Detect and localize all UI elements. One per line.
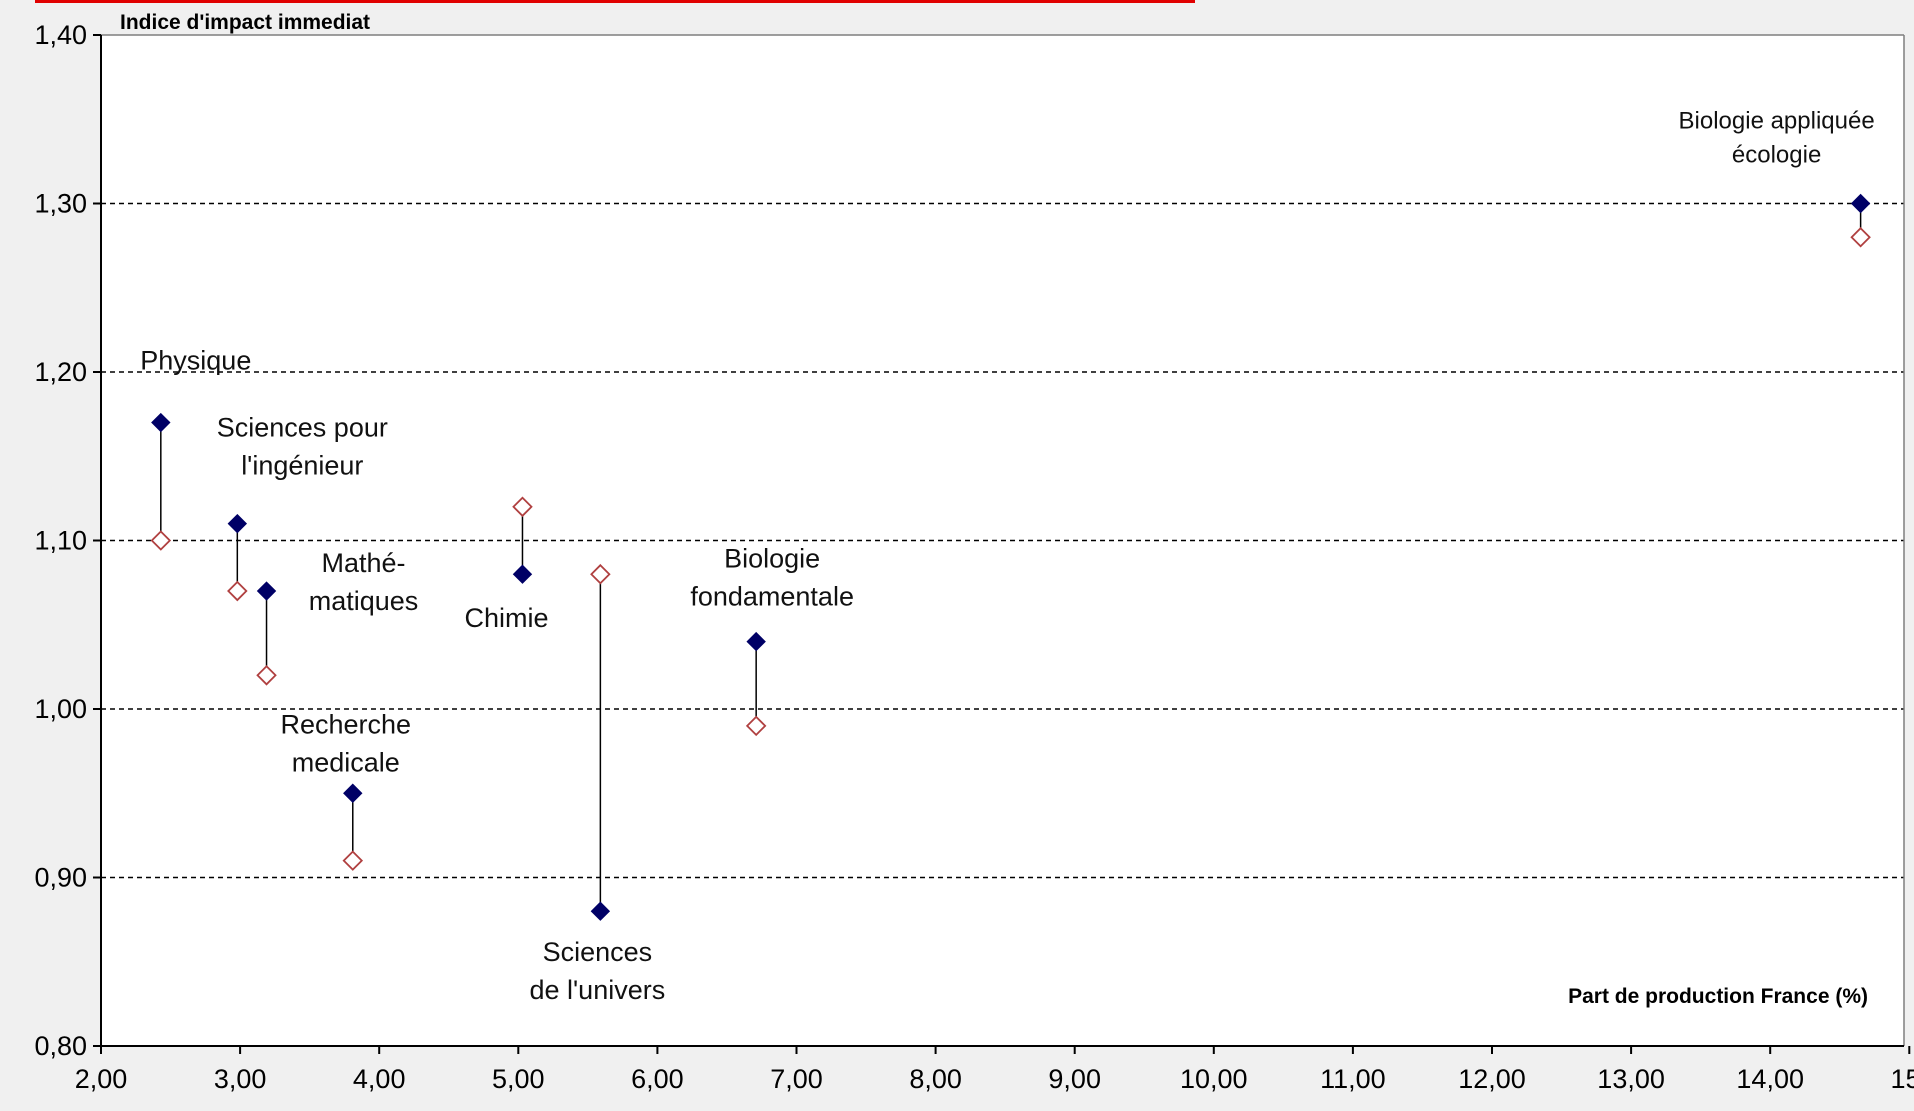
grid-layer	[101, 34, 1905, 1046]
x-tick-label: 10,00	[1180, 1064, 1248, 1094]
x-tick-label: 7,00	[770, 1064, 823, 1094]
hollow-diamond-marker	[590, 563, 611, 585]
filled-diamond-marker	[343, 783, 363, 803]
filled-diamond-marker	[512, 564, 533, 584]
category-label: matiques	[309, 586, 419, 616]
category-label: Recherche	[280, 709, 411, 739]
x-tick-label: 5,00	[492, 1064, 545, 1094]
accent-bar	[35, 0, 1195, 3]
hollow-diamond-marker	[342, 850, 364, 871]
category-label: l'ingénieur	[241, 451, 363, 481]
y-tick-label: 1,30	[34, 189, 87, 219]
filled-diamond-marker	[227, 513, 248, 534]
x-tick-label: 15,	[1891, 1064, 1914, 1094]
x-tick-label: 9,00	[1048, 1064, 1101, 1094]
x-tick-label: 14,00	[1736, 1064, 1804, 1094]
filled-diamond-marker	[1850, 193, 1871, 214]
category-label: Mathé-	[322, 548, 406, 578]
y-tick-label: 1,00	[34, 694, 87, 724]
hollow-diamond-marker	[256, 665, 277, 686]
y-tick-label: 1,10	[34, 526, 87, 556]
x-tick-label: 6,00	[631, 1064, 684, 1094]
category-label: Sciences pour	[217, 413, 388, 443]
filled-diamond-marker	[151, 412, 171, 433]
y-tick-label: 0,80	[34, 1031, 87, 1061]
y-tick-label: 1,40	[34, 20, 87, 50]
x-axis-title: Part de production France (%)	[1568, 985, 1868, 1008]
category-label: Sciences	[543, 937, 653, 967]
category-label: Biologie appliquée	[1679, 108, 1875, 135]
y-tick-label: 1,20	[34, 357, 87, 387]
ticks-layer: 0,80 0,90 1,00 1,10 1,20 1,30 1,40 2,00 3,00 4,00…	[34, 20, 1914, 1094]
hollow-diamond-marker	[227, 580, 248, 602]
x-tick-label: 2,00	[75, 1064, 128, 1094]
filled-diamond-marker	[590, 901, 611, 921]
labels-layer: Physique Sciences pour l'ingénieur Mathé-ma…	[140, 108, 1874, 1006]
hollow-diamond-marker	[1850, 226, 1871, 248]
category-label: de l'univers	[530, 975, 666, 1005]
category-label: écologie	[1732, 142, 1821, 169]
category-label: Biologie	[724, 544, 820, 574]
hollow-diamond-marker	[512, 496, 533, 518]
category-label: Physique	[140, 346, 251, 376]
filled-diamond-marker	[256, 581, 277, 601]
filled-diamond-marker	[746, 631, 766, 652]
y-axis-title: Indice d'impact immediat	[120, 11, 370, 34]
y-tick-label: 0,90	[34, 863, 87, 893]
category-label: medicale	[292, 747, 400, 777]
hollow-diamond-marker	[745, 715, 767, 737]
x-tick-label: 4,00	[353, 1064, 406, 1094]
x-tick-label: 13,00	[1597, 1064, 1665, 1094]
x-tick-label: 12,00	[1458, 1064, 1526, 1094]
category-label: fondamentale	[690, 582, 854, 612]
markers-layer	[150, 193, 1871, 921]
x-tick-label: 3,00	[214, 1064, 267, 1094]
hollow-diamond-marker	[150, 530, 172, 551]
connectors-layer	[160, 203, 1862, 912]
x-tick-label: 8,00	[909, 1064, 962, 1094]
x-tick-label: 11,00	[1320, 1064, 1386, 1094]
category-label: Chimie	[464, 603, 548, 633]
